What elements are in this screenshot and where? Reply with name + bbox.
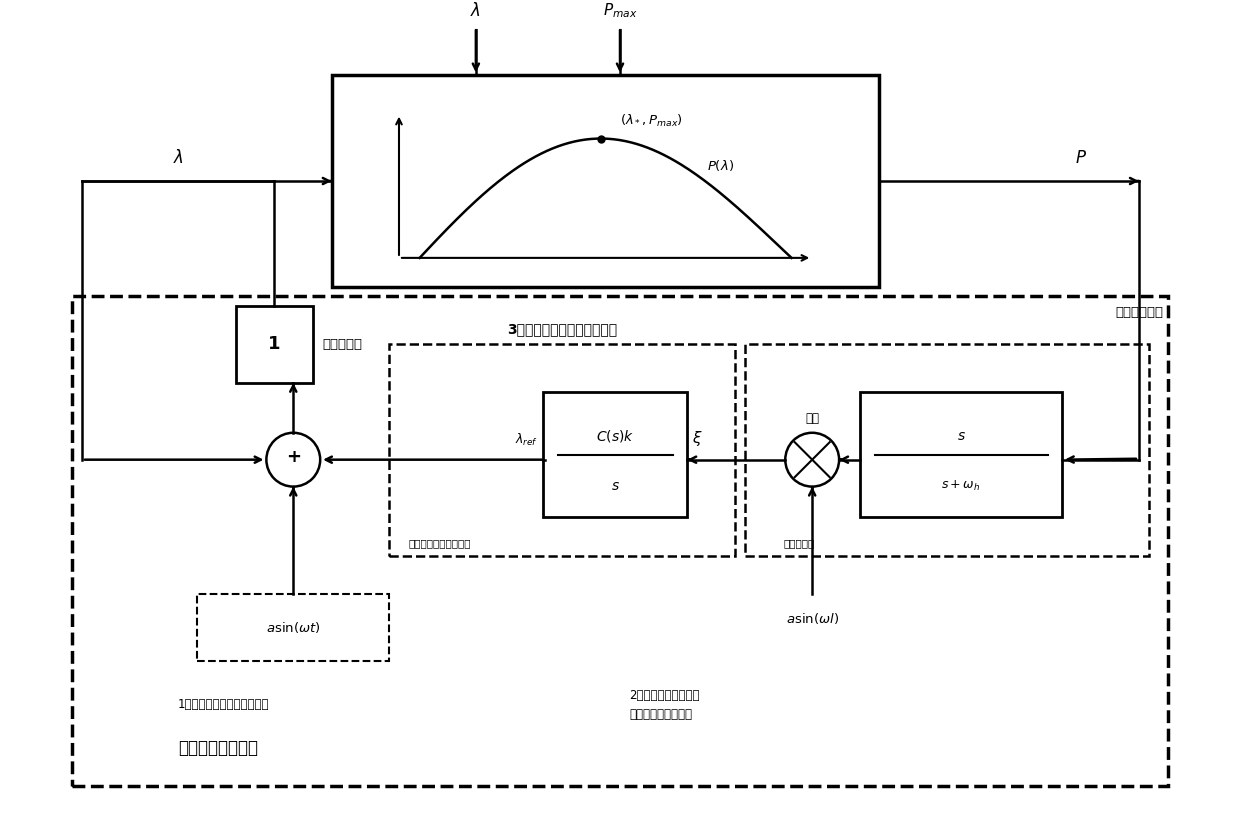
Text: $a\sin(\omega l)$: $a\sin(\omega l)$: [786, 611, 838, 626]
Text: 控制实现过程: 控制实现过程: [1115, 306, 1163, 319]
Bar: [332, 75, 879, 286]
Text: 2基于自适应加权调制
信号的输出功率解调: 2基于自适应加权调制 信号的输出功率解调: [630, 689, 701, 721]
Text: $C(s)k$: $C(s)k$: [596, 428, 635, 444]
Text: +: +: [285, 447, 301, 465]
Bar: [543, 393, 687, 517]
Text: $a\sin(\omega t)$: $a\sin(\omega t)$: [267, 620, 321, 636]
Text: $s$: $s$: [957, 429, 966, 443]
Bar: [236, 306, 312, 383]
Text: 3基于比例积分的占空比调制: 3基于比例积分的占空比调制: [507, 322, 618, 337]
Bar: [72, 296, 1168, 786]
Text: 1: 1: [268, 335, 280, 353]
Bar: [389, 344, 735, 555]
Text: 1自适应加权调制信号的施加: 1自适应加权调制信号的施加: [179, 699, 269, 711]
Text: $P$: $P$: [1075, 149, 1087, 167]
Text: $\xi$: $\xi$: [692, 429, 703, 448]
Bar: [197, 594, 389, 662]
Text: 比例积分与低通滤波器: 比例积分与低通滤波器: [409, 538, 471, 548]
Bar: [861, 393, 1061, 517]
Text: 自适应权值的调整: 自适应权值的调整: [179, 739, 258, 757]
Text: $P(\lambda)$: $P(\lambda)$: [707, 158, 734, 173]
Text: $P_{max}$: $P_{max}$: [603, 1, 637, 20]
Text: $s+\omega_h$: $s+\omega_h$: [941, 479, 981, 493]
Text: $\lambda_{ref}$: $\lambda_{ref}$: [515, 432, 538, 448]
Text: 解调: 解调: [805, 412, 820, 425]
Text: 高通滤波器: 高通滤波器: [784, 538, 815, 548]
Text: $\lambda$: $\lambda$: [172, 149, 184, 167]
Text: $s$: $s$: [611, 479, 620, 493]
Text: $\lambda$: $\lambda$: [470, 2, 481, 20]
Text: $(\lambda_*, P_{max})$: $(\lambda_*, P_{max})$: [620, 113, 683, 129]
Text: 直流变换器: 直流变换器: [322, 338, 362, 351]
Bar: [745, 344, 1148, 555]
